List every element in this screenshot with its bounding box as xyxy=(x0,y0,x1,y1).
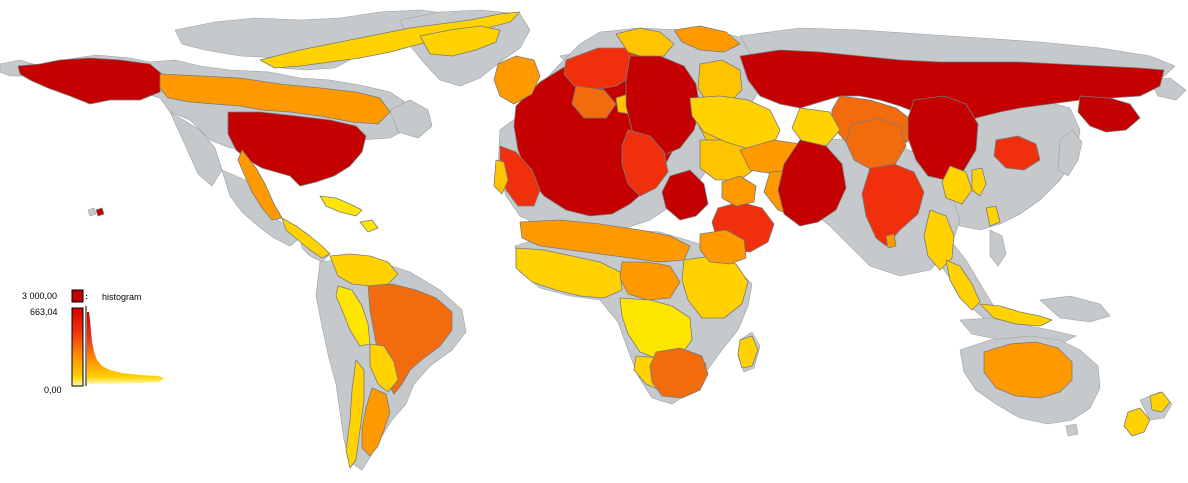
region-hawaii xyxy=(95,207,105,217)
region-iran xyxy=(777,139,847,227)
legend-break-label: 663,04 xyxy=(30,307,58,317)
new-guinea-grey xyxy=(1039,295,1111,323)
region-greenland xyxy=(419,25,501,57)
legend-gradient-bar xyxy=(71,307,84,387)
region-west-africa xyxy=(515,247,623,299)
region-nigeria xyxy=(619,261,681,301)
region-russia xyxy=(739,49,1165,125)
tasmania xyxy=(1065,423,1079,437)
region-malaysia xyxy=(945,259,981,311)
legend-title: histogram xyxy=(102,292,142,302)
region-argentina xyxy=(361,387,391,457)
region-poland xyxy=(697,59,743,105)
region-france xyxy=(571,85,617,119)
region-new-zealand xyxy=(1123,407,1151,437)
canada-east xyxy=(389,99,433,139)
region-portugal xyxy=(493,159,509,195)
region-sri-lanka xyxy=(885,233,897,249)
data-regions xyxy=(17,11,1171,469)
region-new-zealand-north xyxy=(1149,391,1171,413)
region-se-asia xyxy=(923,209,955,271)
legend-min-label: 0,00 xyxy=(44,385,62,395)
region-philippines xyxy=(985,205,1001,227)
region-caribbean xyxy=(319,195,363,217)
region-germany xyxy=(625,55,701,157)
region-madagascar xyxy=(737,335,759,369)
region-uk xyxy=(563,47,639,91)
region-canada xyxy=(159,73,391,125)
hawaii xyxy=(87,207,97,217)
legend: 3 000,00 663,04 0,00 histogram xyxy=(22,289,164,395)
region-scandinavia xyxy=(615,27,675,59)
region-italy xyxy=(621,129,669,197)
region-ethiopia xyxy=(699,229,747,265)
region-chile xyxy=(345,359,365,469)
legend-dot-2 xyxy=(86,298,87,299)
region-korea xyxy=(993,135,1041,171)
region-south-africa xyxy=(649,347,709,399)
region-caribbean-2 xyxy=(359,219,379,233)
legend-dot-1 xyxy=(86,295,87,296)
region-ireland xyxy=(493,55,541,105)
region-norway xyxy=(673,25,741,53)
region-bolivia xyxy=(369,343,399,393)
philippines-grey xyxy=(989,229,1007,267)
region-australia xyxy=(983,341,1073,399)
region-north-africa xyxy=(519,219,691,263)
region-mongolia xyxy=(941,165,973,205)
legend-top-class-box xyxy=(71,289,84,303)
region-canada-north xyxy=(259,11,521,69)
region-alaska xyxy=(17,57,163,105)
region-central-america xyxy=(281,217,331,259)
legend-max-label: 3 000,00 xyxy=(22,291,57,301)
region-peru xyxy=(335,285,371,347)
canada-west-coast xyxy=(169,111,223,187)
region-japan xyxy=(971,167,987,197)
region-russia-east xyxy=(1077,95,1141,133)
japan-grey xyxy=(1057,129,1083,177)
region-indonesia xyxy=(979,303,1053,327)
region-india xyxy=(861,163,925,247)
region-eastern-europe xyxy=(661,169,709,221)
region-colombia-venezuela xyxy=(329,253,399,287)
region-mexico xyxy=(237,149,283,221)
legend-histogram xyxy=(87,312,164,384)
region-levant xyxy=(721,175,757,207)
